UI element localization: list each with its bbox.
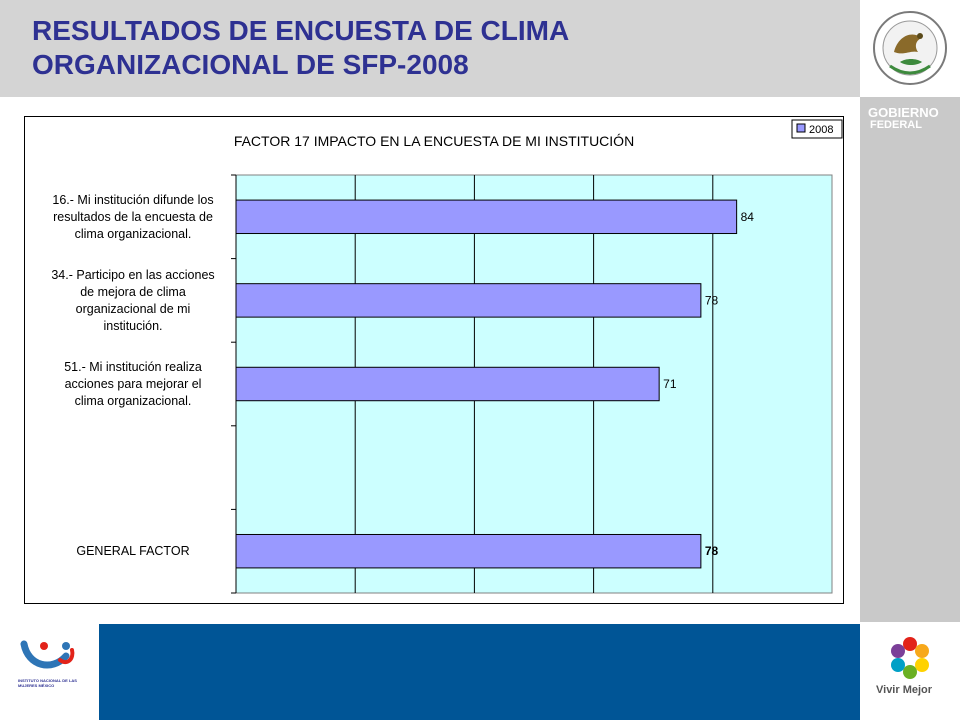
data-label: 78 bbox=[705, 544, 719, 558]
bar bbox=[235, 283, 702, 318]
category-label: de mejora de clima bbox=[80, 285, 186, 299]
data-label: 78 bbox=[705, 293, 719, 307]
category-label: 34.- Participo en las acciones bbox=[51, 268, 214, 282]
header-band bbox=[0, 0, 860, 97]
bar bbox=[235, 533, 702, 569]
bar bbox=[235, 199, 738, 235]
category-label: clima organizacional. bbox=[75, 394, 192, 408]
category-label: 51.- Mi institución realiza bbox=[64, 360, 202, 374]
right-side-panel: Gobierno Federal Vivir Mejor bbox=[860, 0, 960, 720]
national-seal bbox=[860, 0, 960, 97]
federal-label: Federal bbox=[870, 119, 922, 131]
footer-band bbox=[99, 624, 860, 720]
category-label: GENERAL FACTOR bbox=[76, 544, 189, 558]
category-label: institución. bbox=[103, 319, 162, 333]
inmujeres-logo: INSTITUTO NACIONAL DE LAS MUJERES MÉXICO bbox=[14, 636, 86, 710]
data-label: 71 bbox=[663, 377, 677, 391]
vivir-mejor-flower-icon bbox=[891, 637, 929, 679]
legend-label: 2008 bbox=[809, 124, 833, 136]
gobierno-federal-logo: Gobierno Federal bbox=[868, 106, 956, 132]
vivir-mejor-label: Vivir Mejor bbox=[876, 684, 933, 696]
inmujeres-icon bbox=[20, 640, 75, 669]
gobierno-label: Gobierno bbox=[868, 105, 939, 120]
page-title: RESULTADOS DE ENCUESTA DE CLIMA ORGANIZA… bbox=[32, 14, 569, 82]
legend-swatch bbox=[796, 123, 806, 133]
vivir-mejor-logo: Vivir Mejor bbox=[860, 622, 960, 720]
chart-title: FACTOR 17 IMPACTO EN LA ENCUESTA DE MI I… bbox=[234, 133, 634, 149]
bar-chart: FACTOR 17 IMPACTO EN LA ENCUESTA DE MI I… bbox=[51, 119, 843, 594]
category-label: acciones para mejorar el bbox=[65, 377, 202, 391]
page-title-line1: RESULTADOS DE ENCUESTA DE CLIMA bbox=[32, 15, 570, 46]
mexican-eagle-seal-icon bbox=[873, 11, 947, 85]
category-label: organizacional de mi bbox=[76, 302, 191, 316]
data-label: 84 bbox=[741, 210, 755, 224]
bar bbox=[235, 366, 660, 402]
category-label: 16.- Mi institución difunde los bbox=[52, 193, 213, 207]
chart-frame: FACTOR 17 IMPACTO EN LA ENCUESTA DE MI I… bbox=[24, 116, 844, 604]
category-label: clima organizacional. bbox=[75, 227, 192, 241]
category-label: resultados de la encuesta de bbox=[53, 210, 213, 224]
page-title-line2: ORGANIZACIONAL DE SFP-2008 bbox=[32, 49, 469, 80]
inmujeres-caption: INSTITUTO NACIONAL DE LAS MUJERES MÉXICO bbox=[18, 678, 77, 688]
